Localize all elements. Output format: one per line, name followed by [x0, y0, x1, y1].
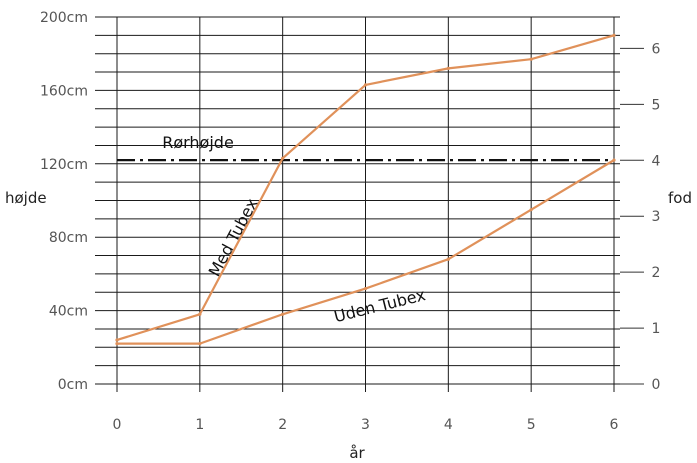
reference-line-label: Rørhøjde [162, 133, 234, 152]
data-point [198, 342, 202, 346]
x-axis-tick-label: 0 [113, 417, 122, 433]
left-axis-tick-label: 200cm [40, 10, 88, 26]
x-axis-tick-label: 1 [195, 417, 204, 433]
left-axis-tick-label: 40cm [49, 304, 88, 320]
series-label-uden-tubex: Uden Tubex [332, 285, 427, 326]
x-axis-tick-label: 5 [527, 417, 536, 433]
right-axis-tick-label: 5 [652, 97, 661, 113]
data-point [281, 156, 285, 160]
right-axis-tick-label: 0 [652, 377, 661, 393]
left-axis-tick-label: 120cm [40, 157, 88, 173]
x-axis-tick-label: 6 [610, 417, 619, 433]
data-point [363, 286, 368, 291]
left-axis-tick-labels: 0cm 40cm 80cm 120cm 160cm 200cm [40, 10, 88, 393]
y-axis-left-title: højde [5, 189, 47, 207]
data-point [612, 33, 616, 37]
left-axis-tick-label: 80cm [49, 230, 88, 246]
data-point [529, 208, 533, 212]
x-axis-tick-label: 3 [361, 417, 370, 433]
data-point [612, 158, 616, 162]
data-point [281, 312, 285, 316]
data-point [529, 57, 533, 61]
left-axis-tick-label: 160cm [40, 83, 88, 99]
right-axis-tick-label: 4 [652, 153, 661, 169]
right-axis-tick-label: 6 [652, 41, 661, 57]
right-axis-tick-label: 1 [652, 321, 661, 337]
data-point [446, 66, 450, 70]
data-point [363, 83, 368, 87]
series-lines [115, 33, 616, 346]
x-axis-tick-labels: 0 1 2 3 4 5 6 [113, 417, 619, 433]
grid [95, 16, 644, 392]
left-axis-tick-label: 0cm [58, 377, 88, 393]
x-axis-tick-label: 4 [444, 417, 453, 433]
data-point [446, 257, 450, 261]
y-axis-right-title: fod [668, 189, 692, 207]
x-axis-title: år [349, 444, 365, 462]
data-point [198, 312, 202, 316]
right-axis-tick-label: 3 [652, 209, 661, 225]
data-point [115, 338, 119, 342]
x-axis-tick-label: 2 [278, 417, 287, 433]
right-axis-tick-label: 2 [652, 265, 661, 281]
right-axis-tick-labels: 0 1 2 3 4 5 6 [652, 41, 661, 393]
data-point [115, 342, 119, 346]
